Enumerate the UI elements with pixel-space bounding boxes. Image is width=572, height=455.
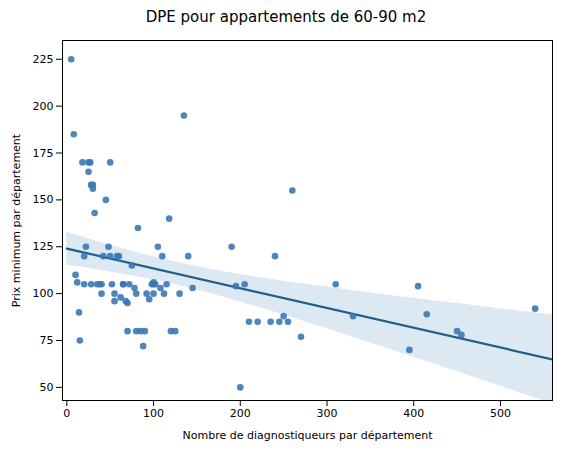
svg-text:100: 100: [33, 287, 54, 300]
svg-text:175: 175: [33, 147, 54, 160]
svg-text:300: 300: [317, 407, 338, 420]
svg-text:500: 500: [490, 407, 511, 420]
svg-text:50: 50: [40, 381, 54, 394]
svg-text:Nombre de diagnostiqueurs par: Nombre de diagnostiqueurs par départemen…: [182, 429, 433, 442]
svg-text:225: 225: [33, 53, 54, 66]
svg-text:400: 400: [403, 407, 424, 420]
svg-text:200: 200: [230, 407, 251, 420]
svg-text:75: 75: [40, 334, 54, 347]
html-text:DPE pour appartements de 60-90: DPE pour appartements de 60-90 m2: [145, 8, 427, 26]
svg-text:0: 0: [63, 407, 70, 420]
svg-text:100: 100: [143, 407, 164, 420]
svg-text:125: 125: [33, 240, 54, 253]
svg-text:150: 150: [33, 193, 54, 206]
svg-text:200: 200: [33, 100, 54, 113]
svg-text:Prix minimum par département: Prix minimum par département: [10, 133, 23, 307]
